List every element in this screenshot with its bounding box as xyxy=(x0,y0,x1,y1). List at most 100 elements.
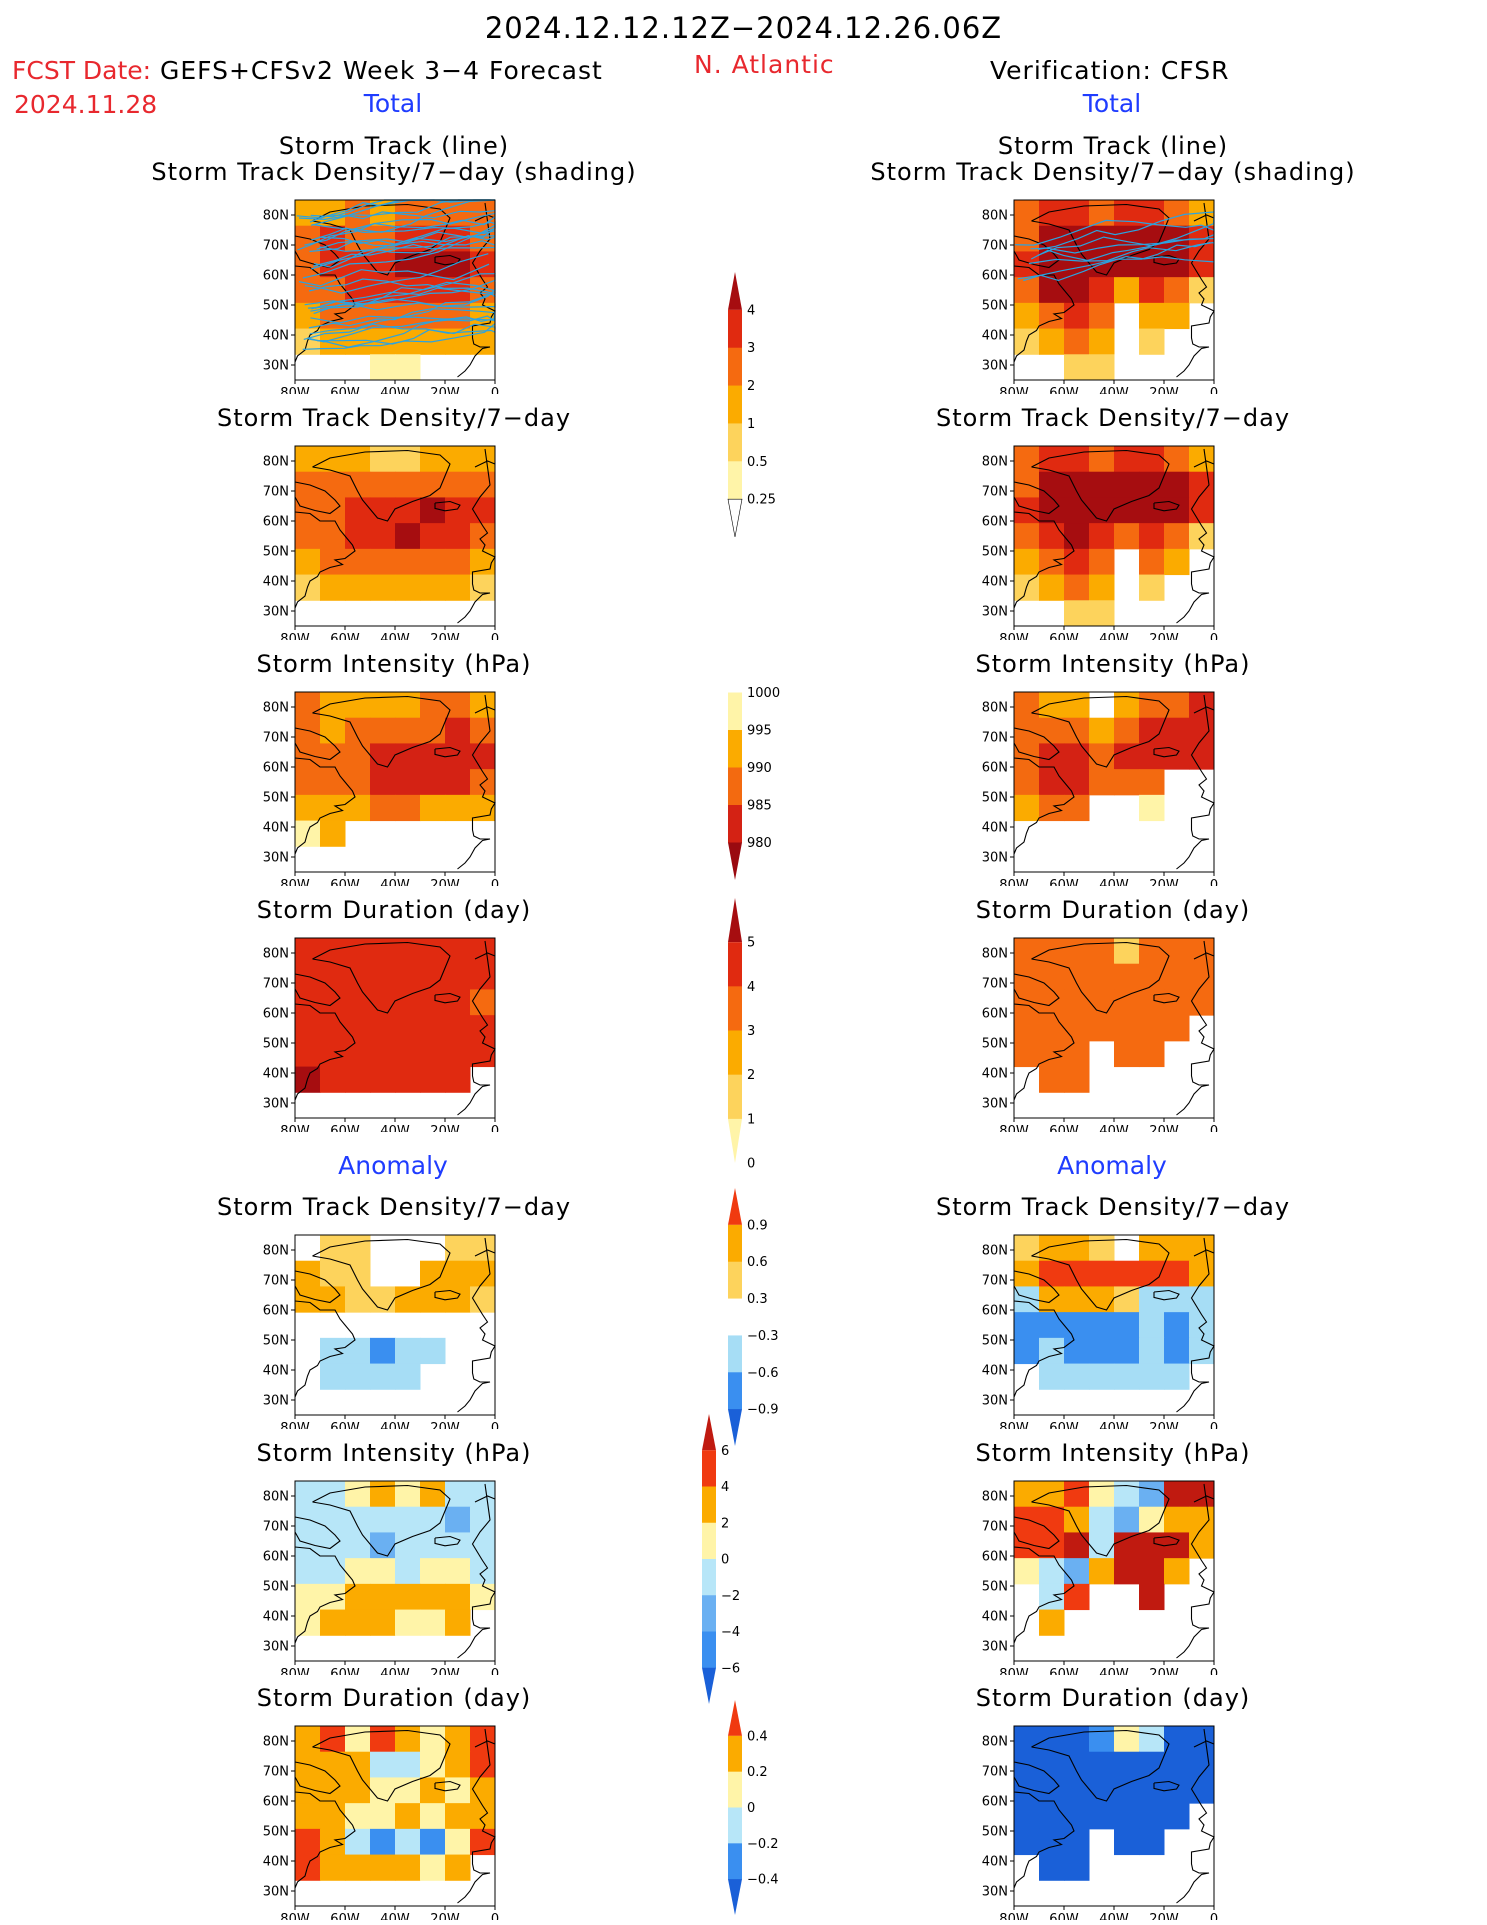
colorbar-segment xyxy=(728,1409,742,1446)
heatmap-cell xyxy=(1139,989,1165,1016)
heatmap-cell xyxy=(295,938,321,965)
heatmap-cell xyxy=(1014,794,1040,822)
heatmap-cell xyxy=(420,1558,446,1585)
heatmap-cell xyxy=(445,523,471,550)
heatmap-cell xyxy=(370,574,396,601)
heatmap-cell xyxy=(320,938,346,965)
heatmap-cell xyxy=(1164,302,1190,330)
heatmap-cell xyxy=(320,1286,346,1313)
heatmap-cell xyxy=(345,523,371,550)
heatmap-cell xyxy=(1114,963,1140,990)
heatmap-cell xyxy=(1089,1312,1115,1339)
verification-title: Verification: CFSR xyxy=(990,56,1230,85)
heatmap-cell xyxy=(420,1854,446,1881)
heatmap-cell xyxy=(1164,1726,1190,1753)
x-tick-label: 80W xyxy=(999,878,1029,886)
heatmap-cell xyxy=(1089,302,1115,330)
map-forecast-anomaly-intensity: 80N 70N 60N 50N 40N 30N 80W 60W 40W 20W 0 xyxy=(263,1480,499,1675)
heatmap-cell xyxy=(345,1015,371,1042)
heatmap-cell xyxy=(1039,1363,1065,1390)
heatmap-cell xyxy=(395,1286,421,1313)
heatmap-cell xyxy=(395,1532,421,1559)
x-tick-label: 80W xyxy=(280,1912,310,1920)
heatmap-cell xyxy=(395,497,421,524)
colorbar-segment xyxy=(728,1879,742,1915)
storm-track xyxy=(298,263,490,287)
heatmap-cell xyxy=(1114,1481,1140,1508)
colorbar-density-anomaly: 0.9 0.6 0.3 −0.3 −0.6 −0.9 xyxy=(728,1188,779,1446)
heatmap-cell xyxy=(470,1532,496,1559)
heatmap-cell xyxy=(445,1040,471,1068)
x-tick-label: 60W xyxy=(1049,632,1079,640)
x-tick-label: 20W xyxy=(1149,386,1179,394)
x-tick-label: 20W xyxy=(430,632,460,640)
heatmap-cell xyxy=(420,794,446,822)
heatmap-cell xyxy=(445,794,471,822)
heatmap-cell xyxy=(370,1828,396,1856)
map-verification-total-track: 80N 70N 60N 50N 40N 30N 80W 60W 40W 20W 0 xyxy=(982,199,1218,394)
storm-track xyxy=(1028,241,1215,265)
coastline-path xyxy=(1193,952,1215,960)
y-tick-label: 40N xyxy=(982,1610,1008,1625)
heatmap-cell xyxy=(420,1803,446,1830)
heatmap-cell xyxy=(1064,1532,1090,1559)
heatmap-cell xyxy=(1114,717,1140,744)
heatmap-cell xyxy=(1139,1286,1165,1313)
x-tick-label: 60W xyxy=(1049,1124,1079,1132)
y-tick-label: 30N xyxy=(263,605,289,620)
heatmap-cell xyxy=(1164,1751,1190,1778)
heatmap-cell xyxy=(1064,1803,1090,1830)
heatmap-cell xyxy=(320,963,346,990)
heatmap-cell xyxy=(1114,989,1140,1016)
heatmap-cell xyxy=(470,743,496,770)
heatmap-cell xyxy=(1039,497,1065,524)
heatmap-cell xyxy=(395,1337,421,1365)
heatmap-cells xyxy=(1014,1235,1215,1390)
heatmap-cell xyxy=(1039,1066,1065,1093)
heatmap-cell xyxy=(1164,1363,1190,1390)
heatmap-cell xyxy=(395,1726,421,1753)
heatmap-cell xyxy=(295,692,321,719)
x-tick-label: 20W xyxy=(1149,632,1179,640)
heatmap-cell xyxy=(1064,1481,1090,1508)
map-forecast-anomaly-density: 80N 70N 60N 50N 40N 30N 80W 60W 40W 20W 0 xyxy=(263,1234,499,1429)
colorbar-segment xyxy=(702,1631,716,1669)
storm-track xyxy=(310,273,496,312)
heatmap-cell xyxy=(1039,1312,1065,1339)
colorbar-label: 0 xyxy=(747,1801,755,1816)
heatmap-cell xyxy=(1064,1854,1090,1881)
colorbar-segment xyxy=(728,1188,742,1225)
map-forecast-total-intensity: 80N 70N 60N 50N 40N 30N 80W 60W 40W 20W 0 xyxy=(263,691,499,886)
y-tick-label: 60N xyxy=(263,1007,289,1022)
colorbar-label: 5 xyxy=(747,936,755,951)
heatmap-cell xyxy=(320,794,346,822)
y-tick-label: 60N xyxy=(982,1795,1008,1810)
coastline-path xyxy=(1013,727,1060,761)
section-anomaly-left: Anomaly xyxy=(338,1151,448,1180)
heatmap-cell xyxy=(1164,938,1190,965)
heatmap-cell xyxy=(470,1286,496,1313)
heatmap-cell xyxy=(445,717,471,744)
colorbar-label: 0.3 xyxy=(747,1292,768,1307)
heatmap-cell xyxy=(1139,1015,1165,1042)
heatmap-cell xyxy=(1139,548,1165,576)
heatmap-cell xyxy=(1039,1583,1065,1611)
title-anom-density-left: Storm Track Density/7−day xyxy=(216,1193,572,1221)
heatmap-cell xyxy=(1064,600,1090,627)
heatmap-cell xyxy=(320,523,346,550)
heatmap-cell xyxy=(370,1803,396,1830)
title-duration-right: Storm Duration (day) xyxy=(975,896,1251,924)
colorbar-segment xyxy=(702,1667,716,1704)
colorbar-label: 995 xyxy=(747,724,772,739)
heatmap-cell xyxy=(1039,1777,1065,1804)
heatmap-cell xyxy=(1014,692,1040,719)
coastline-path xyxy=(1176,202,1215,378)
heatmap-cell xyxy=(1164,1481,1190,1508)
heatmap-cell xyxy=(1164,1312,1190,1339)
colorbar-label: 6 xyxy=(721,1444,729,1459)
coastline-path xyxy=(294,1791,356,1889)
heatmap-cell xyxy=(320,1363,346,1390)
heatmap-cell xyxy=(320,989,346,1016)
heatmap-cell xyxy=(420,1286,446,1313)
map-forecast-total-track: 80N 70N 60N 50N 40N 30N 80W 60W 40W 20W 0 xyxy=(263,199,499,394)
